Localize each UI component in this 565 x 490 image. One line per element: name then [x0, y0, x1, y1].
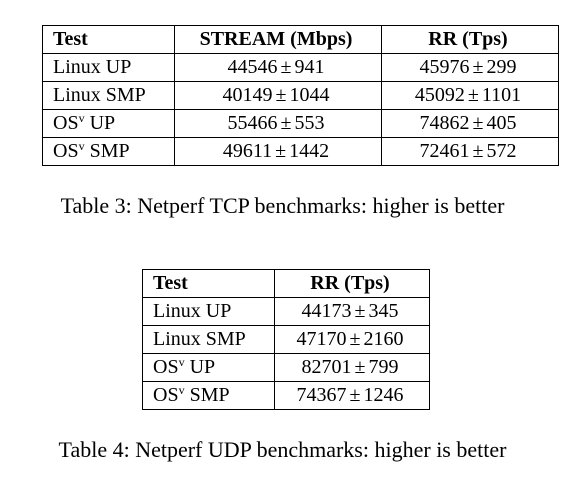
table-header-row: Test RR (Tps): [142, 269, 430, 298]
cell-rr: 47170 ±2160: [274, 325, 430, 354]
udp-benchmark-table: Test RR (Tps) Linux UP 44173 ±345 Linux S…: [142, 269, 430, 410]
cell-stream: 55466 ±553: [174, 109, 382, 138]
column-header-test: Test: [42, 25, 175, 54]
table-header-row: Test STREAM (Mbps) RR (Tps): [42, 25, 559, 54]
table-row: OSv UP 55466 ±553 74862 ±405: [42, 109, 559, 138]
cell-test: Linux UP: [42, 53, 175, 82]
column-header-rr: RR (Tps): [274, 269, 430, 298]
cell-rr: 74862 ±405: [381, 109, 559, 138]
cell-rr: 45092 ±1101: [381, 81, 559, 110]
table-row: OSv SMP 74367 ±1246: [142, 381, 430, 410]
column-header-test: Test: [142, 269, 275, 298]
table-row: Linux UP 44173 ±345: [142, 297, 430, 326]
table-caption-tcp: Table 3: Netperf TCP benchmarks: higher …: [60, 193, 505, 218]
cell-rr: 72461 ±572: [381, 137, 559, 166]
cell-stream: 49611 ±1442: [174, 137, 382, 166]
cell-rr: 45976 ±299: [381, 53, 559, 82]
cell-test: OSv SMP: [142, 381, 275, 410]
cell-test: Linux SMP: [142, 325, 275, 354]
table-caption-udp: Table 4: Netperf UDP benchmarks: higher …: [58, 437, 507, 462]
cell-rr: 44173 ±345: [274, 297, 430, 326]
column-header-stream: STREAM (Mbps): [174, 25, 382, 54]
table-row: Linux UP 44546 ±941 45976 ±299: [42, 53, 559, 82]
cell-rr: 82701 ±799: [274, 353, 430, 382]
table-row: Linux SMP 47170 ±2160: [142, 325, 430, 354]
cell-test: OSv SMP: [42, 137, 175, 166]
column-header-rr: RR (Tps): [381, 25, 559, 54]
cell-test: OSv UP: [142, 353, 275, 382]
tcp-benchmark-table: Test STREAM (Mbps) RR (Tps) Linux UP 445…: [42, 25, 559, 166]
cell-test: Linux SMP: [42, 81, 175, 110]
cell-stream: 44546 ±941: [174, 53, 382, 82]
cell-rr: 74367 ±1246: [274, 381, 430, 410]
cell-stream: 40149 ±1044: [174, 81, 382, 110]
cell-test: OSv UP: [42, 109, 175, 138]
table-row: Linux SMP 40149 ±1044 45092 ±1101: [42, 81, 559, 110]
table-row: OSv SMP 49611 ±1442 72461 ±572: [42, 137, 559, 166]
cell-test: Linux UP: [142, 297, 275, 326]
table-row: OSv UP 82701 ±799: [142, 353, 430, 382]
